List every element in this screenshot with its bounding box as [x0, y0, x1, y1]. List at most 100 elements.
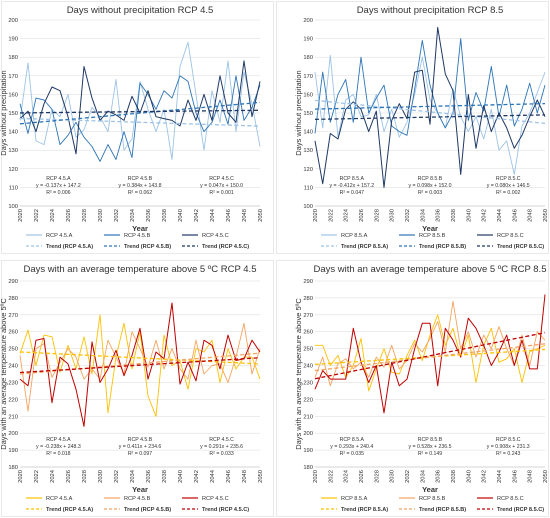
trend-annotation-name: RCP 8.5.B	[418, 437, 443, 443]
series-line-3	[314, 26, 546, 188]
x-tick-label: 2022	[328, 470, 334, 483]
x-tick-label: 2046	[226, 470, 232, 483]
y-tick-label: 210	[8, 414, 18, 420]
x-tick-label: 2044	[210, 208, 216, 222]
x-tick-label: 2022	[34, 209, 40, 222]
legend-label-series: RCP 4.5.B	[124, 233, 151, 239]
y-axis-label: Days with an average temperature above 5…	[294, 298, 303, 450]
trend-r2: R² = 0.243	[496, 451, 520, 457]
x-tick-label: 2046	[226, 209, 232, 222]
y-axis-label: Days without precipitation	[294, 70, 303, 155]
legend-label-series: RCP 8.5.B	[419, 233, 446, 239]
chart-title: Days without precipitation RCP 8.5	[357, 5, 504, 16]
x-tick-label: 2036	[436, 209, 442, 222]
y-tick-label: 290	[303, 279, 313, 285]
x-tick-label: 2030	[390, 209, 396, 222]
x-tick-label: 2026	[359, 470, 365, 483]
legend-label-trend: Trend (RCP 4.5.C)	[202, 507, 249, 513]
y-tick-label: 250	[8, 347, 18, 353]
x-tick-label: 2028	[82, 209, 88, 222]
y-tick-label: 190	[8, 37, 18, 43]
trend-equation: y = 0.080x + 146.5	[487, 183, 530, 189]
x-tick-label: 2024	[344, 208, 350, 222]
series-line-2	[314, 300, 546, 387]
series-line-3	[314, 294, 546, 414]
x-tick-label: 2034	[130, 469, 136, 483]
x-tick-label: 2040	[178, 470, 184, 483]
x-tick-label: 2024	[50, 469, 56, 483]
x-tick-label: 2026	[66, 209, 72, 222]
x-tick-label: 2034	[130, 208, 136, 222]
legend-label-series: RCP 8.5.A	[341, 233, 368, 239]
legend-label-trend: Trend (RCP 8.5.B)	[419, 507, 466, 513]
x-tick-label: 2050	[543, 470, 549, 483]
x-tick-label: 2020	[313, 470, 319, 483]
x-tick-label: 2048	[528, 470, 534, 483]
panel-border	[276, 260, 549, 517]
x-tick-label: 2050	[258, 209, 264, 222]
x-tick-label: 2038	[451, 209, 457, 222]
y-tick-label: 150	[8, 111, 18, 117]
trend-r2: R² = 0.149	[418, 451, 442, 457]
x-tick-label: 2022	[328, 209, 334, 222]
x-tick-label: 2044	[497, 208, 503, 222]
y-tick-label: 170	[303, 74, 313, 80]
trend-line-3	[19, 109, 261, 114]
trend-line-3	[314, 114, 546, 121]
x-axis-label: Year	[422, 224, 438, 233]
y-tick-label: 290	[8, 279, 18, 285]
y-tick-label: 100	[8, 204, 18, 210]
x-tick-label: 2038	[162, 470, 168, 483]
legend-label-series: RCP 4.5.B	[124, 496, 151, 502]
series-line-2	[314, 38, 546, 136]
legend-label-trend: Trend (RCP 4.5.B)	[124, 507, 171, 513]
x-tick-label: 2040	[466, 470, 472, 483]
x-tick-label: 2034	[420, 208, 426, 222]
y-tick-label: 190	[8, 448, 18, 454]
series-line-1	[19, 41, 261, 160]
chart-title: Days without precipitation RCP 4.5	[67, 5, 214, 16]
trend-line-1	[314, 348, 546, 366]
trend-annotation-name: RCP 4.5.B	[128, 176, 153, 182]
x-tick-label: 2042	[482, 209, 488, 222]
trend-r2: R² = 0.097	[128, 451, 152, 457]
y-tick-label: 190	[303, 37, 313, 43]
series-line-1	[315, 314, 546, 392]
x-tick-label: 2048	[242, 209, 248, 222]
trend-line-3	[314, 332, 546, 380]
y-tick-label: 270	[8, 313, 18, 319]
y-tick-label: 110	[304, 185, 313, 191]
trend-equation: y = 0.293x + 240.4	[330, 444, 373, 450]
y-tick-label: 240	[303, 364, 313, 370]
trend-r2: R² = 0.062	[128, 190, 152, 196]
trend-equation: y = 0.291x + 235.6	[200, 444, 243, 450]
y-tick-label: 260	[8, 330, 18, 336]
panel-border	[1, 260, 274, 517]
series-line-3	[19, 60, 261, 155]
x-tick-label: 2026	[66, 470, 72, 483]
y-tick-label: 180	[8, 465, 18, 471]
panel-border	[276, 1, 549, 254]
x-tick-label: 2050	[543, 209, 549, 222]
trend-r2: R² = 0.047	[340, 190, 364, 196]
trend-annotation-name: RCP 4.5.B	[128, 437, 153, 443]
y-tick-label: 220	[8, 397, 18, 403]
x-tick-label: 2040	[466, 209, 472, 222]
chart-title: Days with an average temperature above 5…	[23, 264, 256, 275]
series-line-1	[314, 54, 546, 175]
legend-label-series: RCP 8.5.B	[419, 496, 446, 502]
trend-r2: R² = 0.006	[46, 190, 70, 196]
panel-border	[1, 1, 274, 254]
y-tick-label: 280	[303, 296, 313, 302]
x-axis-label: Year	[132, 485, 148, 494]
x-tick-label: 2032	[114, 470, 120, 483]
trend-equation: y = -0.137x + 147.2	[36, 183, 81, 189]
x-axis-label: Year	[422, 485, 438, 494]
x-tick-label: 2042	[194, 470, 200, 483]
y-tick-label: 270	[303, 313, 313, 319]
trend-line-1	[19, 351, 261, 365]
trend-equation: y = -0.412x + 157.2	[329, 183, 374, 189]
x-tick-label: 2030	[98, 209, 104, 222]
x-tick-label: 2028	[82, 470, 88, 483]
